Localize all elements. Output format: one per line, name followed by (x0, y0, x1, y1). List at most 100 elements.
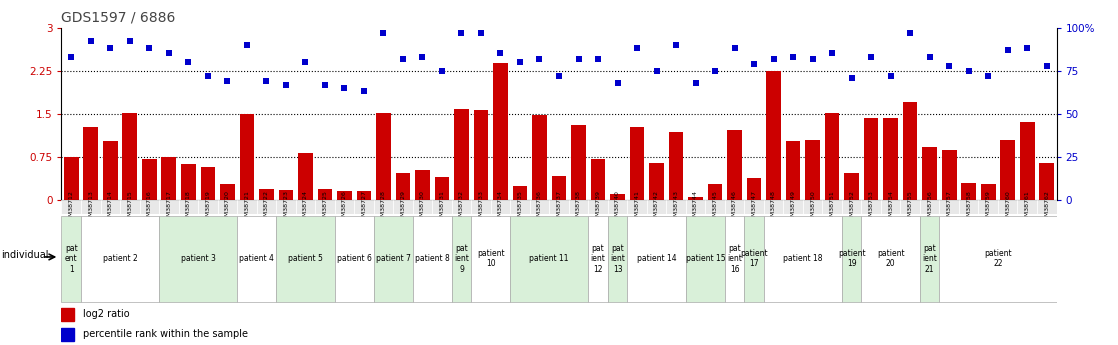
Bar (627, 200, 647, 214)
Text: patient 14: patient 14 (637, 254, 676, 263)
Point (998, 47, 1016, 53)
Text: GSM38716: GSM38716 (146, 190, 152, 224)
Text: GSM38748: GSM38748 (771, 190, 776, 224)
Point (354, 89, 372, 94)
Text: GSM38736: GSM38736 (537, 190, 542, 224)
Bar (220, 184, 235, 200)
Text: GSM38726: GSM38726 (342, 190, 347, 224)
Text: individual: individual (1, 250, 48, 260)
Text: GSM38742: GSM38742 (654, 190, 659, 224)
Bar (1017, 200, 1038, 214)
Text: GSM38759: GSM38759 (986, 190, 991, 224)
Text: patient
22: patient 22 (984, 249, 1012, 268)
Bar (784, 200, 803, 214)
Text: patient 6: patient 6 (337, 254, 371, 263)
Point (686, 80, 704, 86)
Point (141, 46, 159, 51)
Bar (315, 200, 334, 214)
Bar (786, 141, 800, 200)
Bar (842, 216, 861, 302)
Point (979, 73, 997, 79)
Bar (588, 200, 608, 214)
Bar (103, 141, 117, 200)
Point (628, 46, 646, 51)
Bar (666, 200, 685, 214)
Bar (61, 200, 80, 214)
Point (901, 30, 919, 36)
Point (667, 42, 685, 48)
Text: GSM38735: GSM38735 (518, 190, 522, 224)
Text: GSM38761: GSM38761 (1025, 190, 1030, 224)
Bar (510, 216, 588, 302)
Point (1018, 46, 1036, 51)
Point (550, 73, 568, 79)
Text: percentile rank within the sample: percentile rank within the sample (83, 329, 247, 339)
Point (940, 63, 958, 68)
Bar (295, 200, 315, 214)
Bar (376, 113, 390, 200)
Bar (257, 200, 276, 214)
Bar (513, 186, 528, 200)
Text: GSM38750: GSM38750 (811, 190, 815, 224)
Bar (64, 157, 78, 200)
Bar (181, 165, 196, 200)
Point (726, 46, 743, 51)
Point (862, 54, 880, 60)
Bar (747, 178, 761, 200)
Bar (61, 328, 74, 341)
Bar (120, 200, 140, 214)
Point (394, 56, 411, 61)
Point (238, 42, 256, 48)
Text: patient
10: patient 10 (477, 249, 504, 268)
Bar (142, 159, 157, 200)
Point (511, 59, 529, 65)
Bar (413, 200, 433, 214)
Bar (237, 216, 276, 302)
Bar (373, 216, 413, 302)
Bar (959, 200, 978, 214)
Point (179, 59, 197, 65)
Bar (647, 200, 666, 214)
Bar (998, 200, 1017, 214)
Bar (920, 216, 939, 302)
Text: GSM38725: GSM38725 (322, 190, 328, 224)
Bar (728, 130, 742, 200)
Bar (823, 200, 842, 214)
Bar (198, 200, 218, 214)
Bar (491, 200, 510, 214)
Text: GDS1597 / 6886: GDS1597 / 6886 (61, 10, 176, 24)
Text: GSM38755: GSM38755 (908, 190, 912, 224)
Text: GSM38738: GSM38738 (576, 190, 581, 224)
Text: GSM38713: GSM38713 (88, 190, 93, 224)
Text: patient 3: patient 3 (181, 254, 216, 263)
Bar (334, 200, 354, 214)
Point (531, 56, 549, 61)
Bar (864, 118, 879, 200)
Bar (493, 63, 508, 200)
Text: GSM38712: GSM38712 (68, 190, 74, 224)
Text: GSM38728: GSM38728 (381, 190, 386, 224)
Bar (218, 200, 237, 214)
Point (414, 54, 432, 60)
Text: GSM38739: GSM38739 (596, 190, 600, 224)
Point (882, 73, 900, 79)
Text: pat
ent
1: pat ent 1 (65, 244, 77, 274)
Bar (689, 197, 703, 200)
Bar (80, 216, 159, 302)
Point (1038, 63, 1055, 68)
Bar (510, 200, 530, 214)
Bar (394, 200, 413, 214)
Bar (413, 216, 452, 302)
Text: GSM38740: GSM38740 (615, 190, 620, 224)
Bar (705, 200, 724, 214)
Point (199, 73, 217, 79)
Bar (745, 216, 764, 302)
Bar (629, 127, 644, 200)
Text: GSM38752: GSM38752 (850, 190, 854, 224)
Point (589, 56, 607, 61)
Bar (474, 110, 489, 200)
Text: patient 15: patient 15 (685, 254, 726, 263)
Point (218, 78, 236, 84)
Bar (373, 200, 394, 214)
Bar (415, 170, 429, 200)
